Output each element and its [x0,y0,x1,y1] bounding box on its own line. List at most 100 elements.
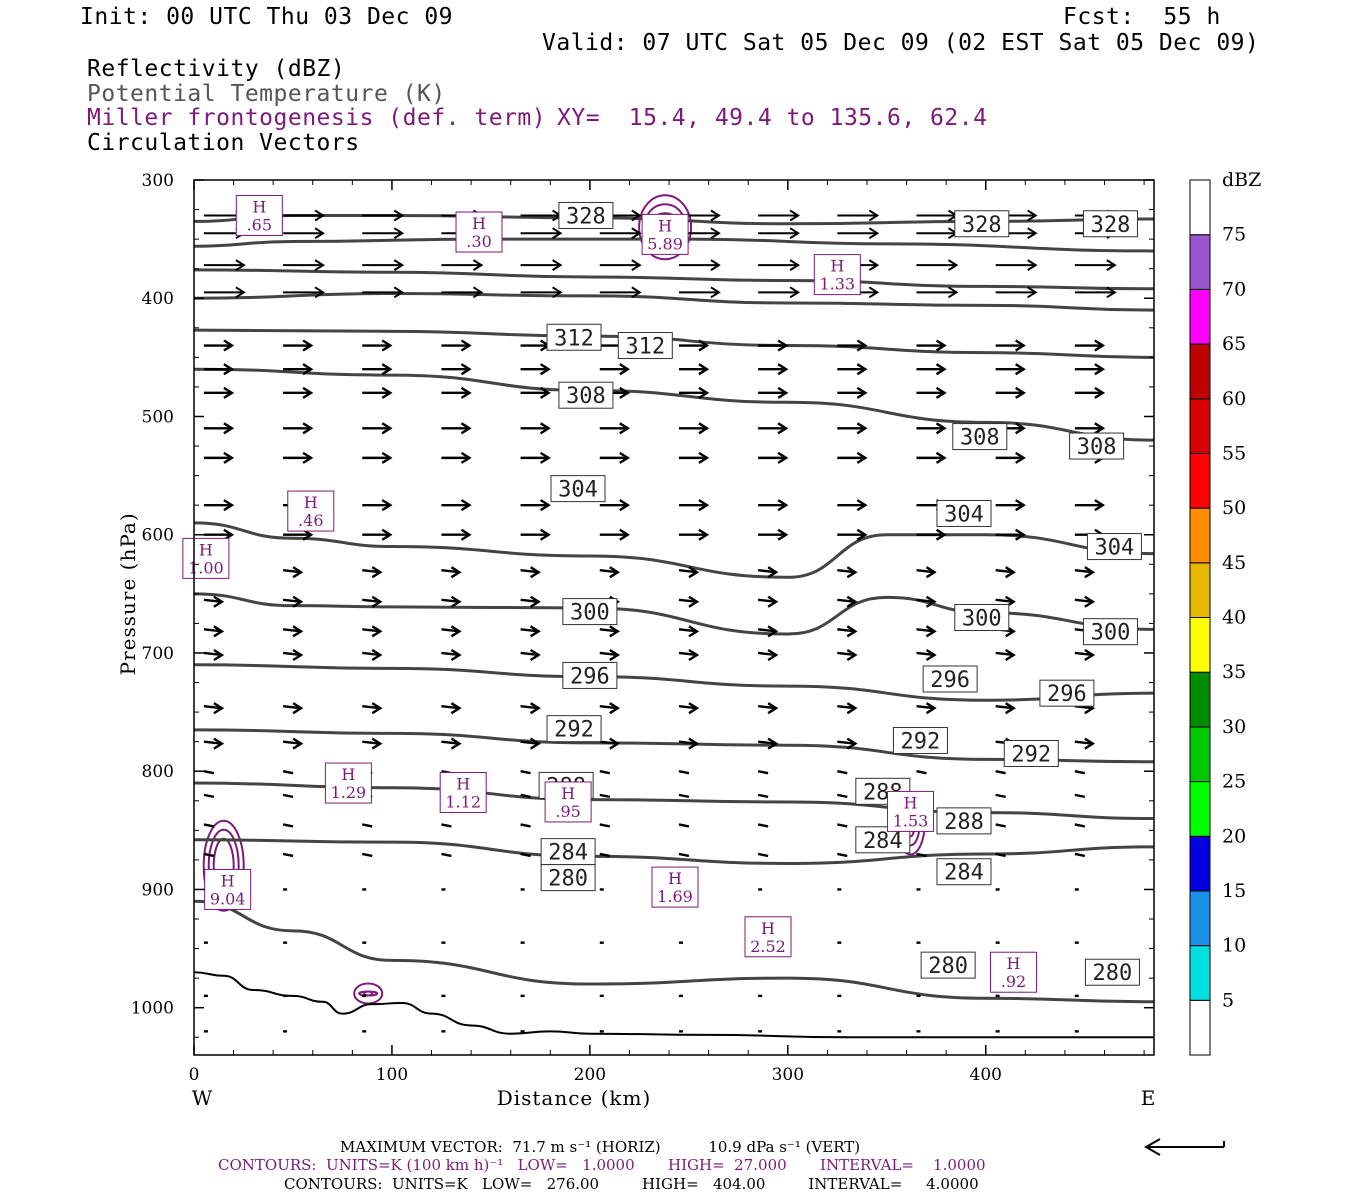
vector-arrowhead [868,227,880,240]
vector-arrowhead [935,339,947,352]
vector-arrowhead [846,702,858,715]
vector-arrowhead [856,499,868,512]
vector-arrow [757,598,777,603]
theta-label-box [936,807,992,835]
theta-label: 292 [554,718,594,743]
fronto-max-value: 1.00 [188,558,224,577]
vector-arrowhead [381,386,393,399]
vector-arrow [837,628,856,633]
vector-arrow [599,852,611,858]
theta-contour-280 [193,899,1155,1004]
vector-arrow [599,704,618,710]
colorbar-tick-label: 50 [1222,497,1246,519]
vector-arrow [837,793,848,799]
vector-arrow [282,651,302,657]
vector-arrowhead [314,209,325,222]
vector-arrow [599,740,618,745]
vector-arrow [916,628,935,633]
colorbar-segment [1189,999,1211,1056]
vector-arrowhead [539,386,551,399]
vector-arrowhead [935,422,947,435]
vector-arrowhead [1094,422,1106,435]
vector-arrow [1074,740,1093,745]
colorbar-segment [1189,398,1211,454]
theta-contour-316 [193,292,1155,312]
vector-arrowhead [393,259,405,271]
vector-arrowhead [529,625,541,638]
theta-label-box [1039,679,1095,707]
vector-arrowhead [698,422,710,435]
vector-arrow [203,704,223,710]
fronto-max-value: 9.04 [210,889,246,908]
theta-label: 296 [1047,682,1087,707]
vector-arrowhead [302,339,314,352]
vector-arrowhead [947,286,959,299]
vector-arrowhead [1027,286,1038,299]
fronto-max-marker: H [1006,954,1020,973]
colorbar-tick-label: 60 [1222,388,1246,410]
vector-arrow [282,770,294,775]
vector-arrow [441,852,452,858]
colorbar-tick-label: 40 [1222,607,1246,629]
x-tick-label: 400 [970,1065,1002,1085]
theta-label-box [1082,618,1138,646]
colorbar-tick-label: 10 [1222,935,1246,957]
theta-label-box [550,475,606,503]
vector-arrow [678,598,698,603]
y-tick-label: 500 [142,407,174,427]
vector-arrowhead [935,386,947,399]
vector-arrow [678,740,698,745]
theta-label-box [617,332,673,360]
vector-arrowhead [777,363,789,376]
vector-arrowhead [213,648,225,661]
vector-arrowhead [789,227,801,240]
fronto-max-box [204,868,252,910]
fronto-max-value: .46 [298,511,323,530]
theta-label: 288 [944,810,984,835]
theta-label: 312 [554,326,594,351]
vector-arrow [837,740,856,745]
vector-arrowhead [472,259,484,271]
vector-arrow [441,740,460,745]
fronto-contour-note: CONTOURS: UNITS=K (100 km h)⁻¹ LOW= 1.00… [218,1156,986,1174]
theta-contour-304 [193,521,1155,579]
vector-arrowhead [777,386,789,399]
vector-arrow [995,651,1014,657]
theta-label: 308 [1077,435,1117,460]
vector-arrow [1074,770,1086,775]
vector-arrowhead [710,259,721,271]
fronto-max-marker: H [904,793,918,812]
theta-label: 300 [570,601,610,626]
vector-arrow [599,770,611,775]
vector-arrowhead [213,595,225,608]
vector-arrow [203,628,223,633]
vector-arrow [203,740,223,745]
fronto-max-box [641,213,689,255]
fronto-max-marker: H [199,540,213,559]
fronto-max-box [813,254,861,296]
vector-arrow [362,823,373,828]
colorbar-segment [1189,945,1211,1001]
vector-arrow [837,598,856,603]
vector-arrowhead [460,363,472,376]
theta-label: 280 [928,954,968,979]
theta-label-box [558,201,614,229]
vector-arrowhead [1015,451,1026,464]
fronto-max-box [887,790,935,832]
fronto-max-box [544,781,592,823]
vector-arrow [1074,598,1093,603]
vector-arrowhead [631,227,642,240]
theta-contour-308 [193,367,1155,442]
vector-arrowhead [460,499,472,512]
colorbar-segment [1189,452,1211,509]
vector-arrow [916,852,927,858]
vector-arrowhead [1027,209,1038,222]
vector-arrowhead [856,386,868,399]
vector-arrowhead [292,566,304,579]
vector-arrowhead [631,259,642,271]
colorbar-segment [1189,617,1211,673]
vector-arrow [520,651,539,657]
theta-contours [193,213,1155,1004]
vector-arrowhead [529,702,541,715]
vector-arrow [757,569,777,574]
